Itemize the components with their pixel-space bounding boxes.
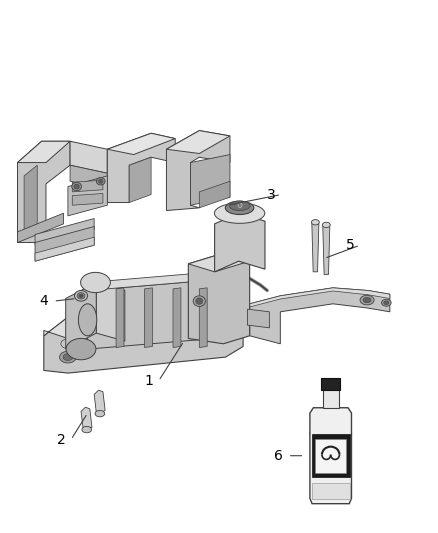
Polygon shape [44, 301, 243, 373]
Polygon shape [323, 388, 339, 408]
Ellipse shape [360, 295, 374, 305]
Polygon shape [312, 222, 319, 272]
Ellipse shape [193, 296, 205, 306]
Text: 1: 1 [145, 374, 153, 388]
Ellipse shape [82, 426, 92, 433]
Polygon shape [188, 253, 250, 272]
Polygon shape [311, 434, 350, 477]
Polygon shape [18, 141, 70, 163]
Ellipse shape [99, 179, 103, 183]
Ellipse shape [196, 298, 203, 304]
Polygon shape [173, 288, 181, 348]
Ellipse shape [215, 203, 265, 223]
Ellipse shape [66, 338, 96, 360]
Polygon shape [250, 288, 390, 307]
Ellipse shape [384, 301, 389, 305]
Text: 4: 4 [39, 294, 48, 308]
Polygon shape [72, 193, 103, 205]
Polygon shape [321, 378, 340, 390]
Polygon shape [188, 253, 250, 344]
Ellipse shape [74, 290, 88, 301]
Polygon shape [88, 272, 215, 290]
Text: ↺: ↺ [237, 201, 243, 210]
Polygon shape [250, 288, 390, 344]
Polygon shape [166, 131, 230, 154]
Polygon shape [310, 408, 351, 504]
Polygon shape [145, 288, 152, 348]
Polygon shape [129, 157, 151, 203]
Text: 5: 5 [346, 238, 355, 252]
Polygon shape [96, 282, 125, 341]
Ellipse shape [363, 297, 371, 303]
Ellipse shape [63, 354, 73, 360]
Polygon shape [70, 165, 107, 189]
Polygon shape [199, 181, 230, 208]
Ellipse shape [74, 184, 79, 189]
Text: 3: 3 [267, 188, 276, 201]
Ellipse shape [78, 304, 97, 336]
Polygon shape [35, 237, 94, 261]
Polygon shape [35, 227, 94, 261]
Polygon shape [166, 131, 230, 211]
Ellipse shape [381, 300, 391, 306]
Polygon shape [247, 309, 269, 328]
Polygon shape [199, 288, 207, 348]
Ellipse shape [311, 220, 319, 225]
Polygon shape [24, 165, 37, 237]
Polygon shape [315, 439, 346, 473]
Polygon shape [70, 141, 107, 173]
Polygon shape [107, 133, 175, 203]
Polygon shape [44, 301, 243, 338]
Polygon shape [116, 288, 124, 348]
Ellipse shape [60, 351, 76, 363]
Polygon shape [72, 180, 103, 192]
Ellipse shape [79, 294, 83, 297]
Polygon shape [35, 219, 94, 245]
Polygon shape [18, 213, 64, 243]
Polygon shape [94, 390, 105, 413]
Polygon shape [81, 407, 92, 429]
Polygon shape [191, 155, 230, 205]
Ellipse shape [225, 201, 254, 215]
Polygon shape [107, 133, 175, 155]
Ellipse shape [72, 182, 81, 191]
Polygon shape [311, 483, 350, 499]
Polygon shape [66, 282, 96, 349]
Polygon shape [88, 280, 215, 349]
Ellipse shape [81, 272, 110, 293]
Ellipse shape [77, 293, 85, 299]
Text: 6: 6 [274, 449, 283, 463]
Ellipse shape [229, 201, 250, 211]
Text: 2: 2 [57, 433, 66, 447]
Ellipse shape [96, 177, 105, 185]
Ellipse shape [322, 222, 330, 228]
Ellipse shape [95, 410, 105, 417]
Polygon shape [68, 176, 107, 216]
Polygon shape [215, 213, 265, 272]
Polygon shape [18, 141, 70, 243]
Polygon shape [323, 225, 330, 274]
